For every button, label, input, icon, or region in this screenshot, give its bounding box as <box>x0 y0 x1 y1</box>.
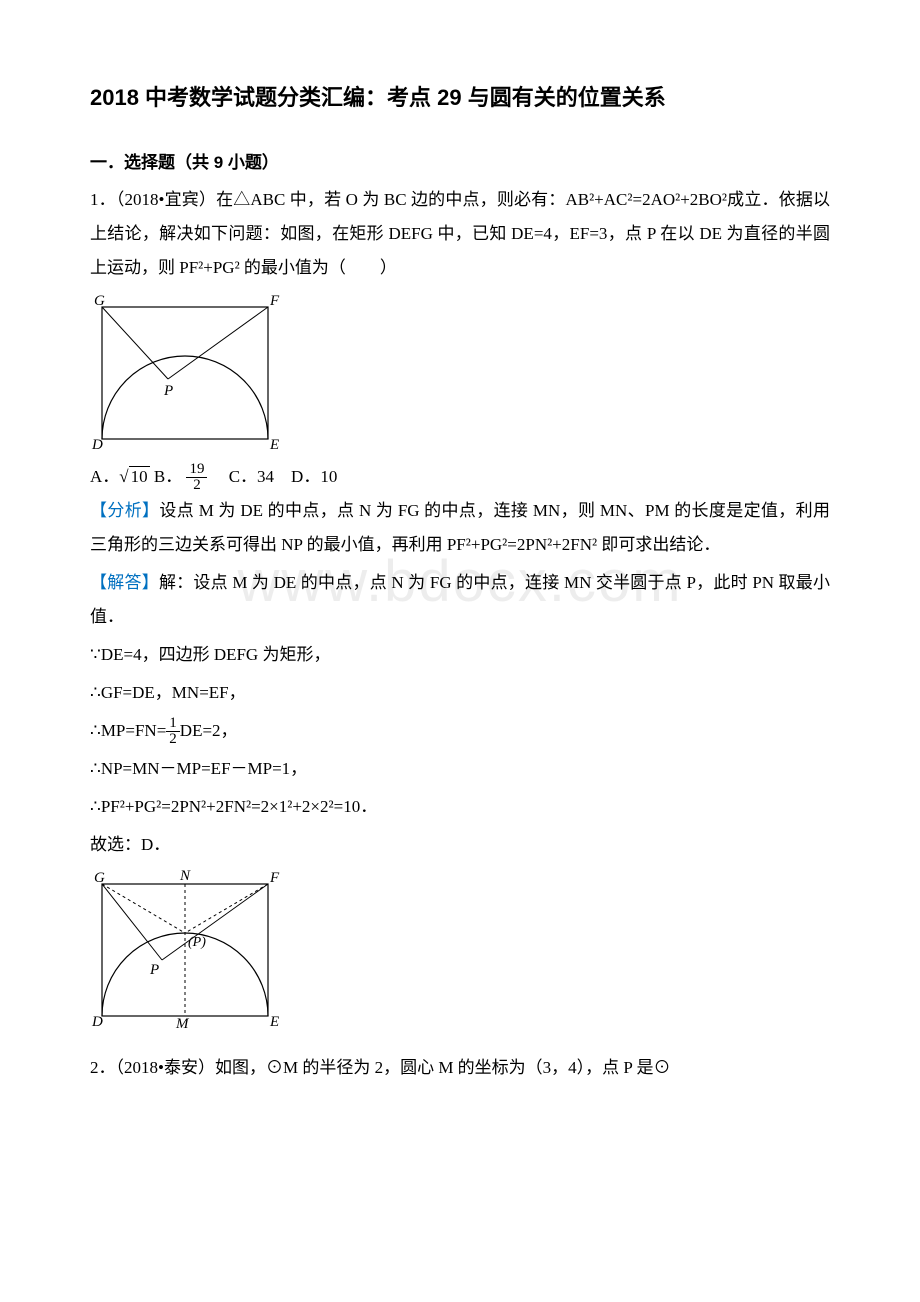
q1-stem: 1．（2018•宜宾）在△ABC 中，若 O 为 BC 边的中点，则必有：AB²… <box>90 183 830 285</box>
analysis-label: 【分析】 <box>90 501 159 520</box>
label-G2: G <box>94 870 105 886</box>
label-M: M <box>175 1016 190 1028</box>
q1-answer-1: 【解答】解：设点 M 为 DE 的中点，点 N 为 FG 的中点，连接 MN 交… <box>90 566 830 634</box>
answer-line-de: ∵DE=4，四边形 DEFG 为矩形， <box>90 638 830 672</box>
sqrt-icon: 10 <box>119 460 149 494</box>
choice-b-pre: B． <box>154 467 182 486</box>
mp-pre: ∴MP=FN= <box>90 721 166 740</box>
answer-line-pf: ∴PF²+PG²=2PN²+2FN²=2×1²+2×2²=10． <box>90 790 830 824</box>
analysis-text: 设点 M 为 DE 的中点，点 N 为 FG 的中点，连接 MN，则 MN、PM… <box>90 501 830 554</box>
section-heading: 一．选择题（共 9 小题） <box>90 148 830 173</box>
fraction: 192 <box>186 462 207 493</box>
answer-line-np: ∴NP=MN－MP=EF－MP=1， <box>90 752 830 786</box>
q1-figure-2: G F D E N M P (P) <box>90 868 830 1033</box>
label-E: E <box>269 437 279 451</box>
answer-label: 【解答】 <box>90 573 159 592</box>
page-title: 2018 中考数学试题分类汇编：考点 29 与圆有关的位置关系 <box>90 80 830 112</box>
geometry-diagram-2: G F D E N M P (P) <box>90 868 280 1028</box>
mp-post: DE=2， <box>180 721 238 740</box>
label-D2: D <box>91 1014 103 1028</box>
answer-line-gf: ∴GF=DE，MN=EF， <box>90 676 830 710</box>
choice-cd: C．34 D．10 <box>212 467 338 486</box>
q2-stem: 2．（2018•泰安）如图，⊙M 的半径为 2，圆心 M 的坐标为（3，4），点… <box>90 1051 830 1085</box>
label-P2: P <box>149 962 159 978</box>
label-D: D <box>91 437 103 451</box>
q1-figure-1: G F D E P <box>90 291 830 456</box>
answer-line-1: 解：设点 M 为 DE 的中点，点 N 为 FG 的中点，连接 MN 交半圆于点… <box>90 573 830 626</box>
label-Palt: (P) <box>188 935 206 950</box>
label-F: F <box>269 293 280 309</box>
answer-line-select: 故选：D． <box>90 828 830 862</box>
q1-choices: A．10 B． 192 C．34 D．10 <box>90 460 830 494</box>
label-G: G <box>94 293 105 309</box>
label-F2: F <box>269 870 280 886</box>
answer-line-mp: ∴MP=FN=12DE=2， <box>90 714 830 748</box>
label-E2: E <box>269 1014 279 1028</box>
q1-analysis: 【分析】设点 M 为 DE 的中点，点 N 为 FG 的中点，连接 MN，则 M… <box>90 494 830 562</box>
choice-a-pre: A． <box>90 467 119 486</box>
geometry-diagram-1: G F D E P <box>90 291 280 451</box>
label-P: P <box>163 383 173 399</box>
fraction-half: 12 <box>166 716 180 747</box>
label-N: N <box>179 868 191 884</box>
